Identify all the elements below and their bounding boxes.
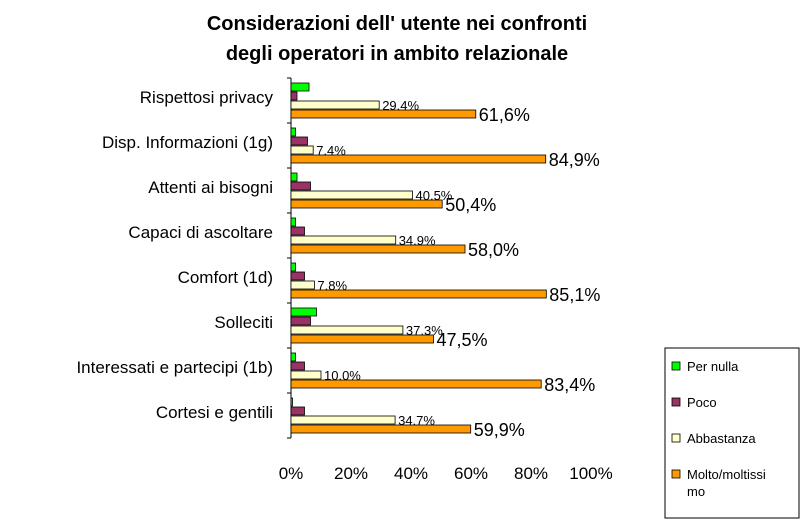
legend-box: [664, 347, 800, 519]
bar: [290, 415, 396, 425]
bar: [290, 262, 296, 272]
bar: [290, 82, 310, 92]
data-label: 47,5%: [437, 330, 488, 350]
category-label: Attenti ai bisogni: [148, 178, 273, 197]
bar: [290, 406, 305, 416]
legend: Per nulla Poco Abbastanza Molto/moltissi mo: [664, 347, 800, 519]
bar: [290, 271, 305, 281]
bar: [290, 109, 477, 119]
bar: [290, 244, 466, 254]
plot-area: Rispettosi privacy 29,4% 61,6% Disp. Inform…: [76, 77, 613, 483]
data-label: 50,4%: [445, 195, 496, 215]
bar: [290, 127, 296, 137]
data-label: 7,8%: [317, 278, 347, 293]
bar: [290, 100, 380, 110]
data-label: 34,7%: [398, 413, 435, 428]
category-label: Comfort (1d): [178, 268, 273, 287]
data-label: 34,9%: [399, 233, 436, 248]
data-label: 83,4%: [544, 375, 595, 395]
chart-title-line-1: Considerazioni dell' utente nei confront…: [207, 13, 587, 35]
bar: [290, 289, 547, 299]
bar: [290, 361, 305, 371]
data-label: 58,0%: [468, 240, 519, 260]
legend-swatch: [671, 469, 681, 479]
bar: [290, 217, 296, 227]
bar: [290, 352, 296, 362]
bar: [290, 154, 547, 164]
bar: [290, 91, 298, 101]
x-tick-label: 80%: [514, 464, 548, 483]
x-tick-label: 0%: [279, 464, 304, 483]
bar: [290, 172, 298, 182]
x-tick-label: 100%: [569, 464, 612, 483]
data-label: 85,1%: [549, 285, 600, 305]
legend-label: Molto/moltissi: [687, 467, 766, 482]
bar: [290, 316, 311, 326]
bar: [290, 199, 443, 209]
category-label: Rispettosi privacy: [140, 88, 274, 107]
bar: [290, 280, 315, 290]
data-label: 59,9%: [474, 420, 525, 440]
bar: [290, 136, 308, 146]
x-tick-label: 60%: [454, 464, 488, 483]
legend-label: Poco: [687, 395, 717, 410]
legend-label: mo: [687, 484, 705, 499]
legend-swatch: [671, 397, 681, 407]
bar: [290, 334, 434, 344]
category-label: Solleciti: [214, 313, 273, 332]
data-label: 40,5%: [416, 188, 453, 203]
bar: [290, 397, 293, 407]
data-label: 7,4%: [316, 143, 346, 158]
category-label: Disp. Informazioni (1g): [102, 133, 273, 152]
legend-label: Abbastanza: [687, 431, 756, 446]
category-label: Capaci di ascoltare: [128, 223, 273, 242]
bar: [290, 145, 314, 155]
x-tick-label: 20%: [334, 464, 368, 483]
bar: [290, 226, 305, 236]
bar: [290, 379, 542, 389]
data-label: 61,6%: [479, 105, 530, 125]
bar: [290, 325, 404, 335]
category-label: Cortesi e gentili: [156, 403, 273, 422]
data-label: 10,0%: [324, 368, 361, 383]
x-tick-label: 40%: [394, 464, 428, 483]
bar: [290, 181, 311, 191]
bar: [290, 307, 317, 317]
chart-title-line-2: degli operatori in ambito relazionale: [226, 43, 568, 65]
data-label: 84,9%: [549, 150, 600, 170]
bar: [290, 235, 397, 245]
legend-label: Per nulla: [687, 359, 739, 374]
bar: [290, 424, 472, 434]
legend-swatch: [671, 433, 681, 443]
bar: [290, 190, 413, 200]
data-label: 29,4%: [382, 98, 419, 113]
data-label: 37,3%: [406, 323, 443, 338]
category-label: Interessati e partecipi (1b): [76, 358, 273, 377]
legend-swatch: [671, 361, 681, 371]
bar: [290, 370, 322, 380]
